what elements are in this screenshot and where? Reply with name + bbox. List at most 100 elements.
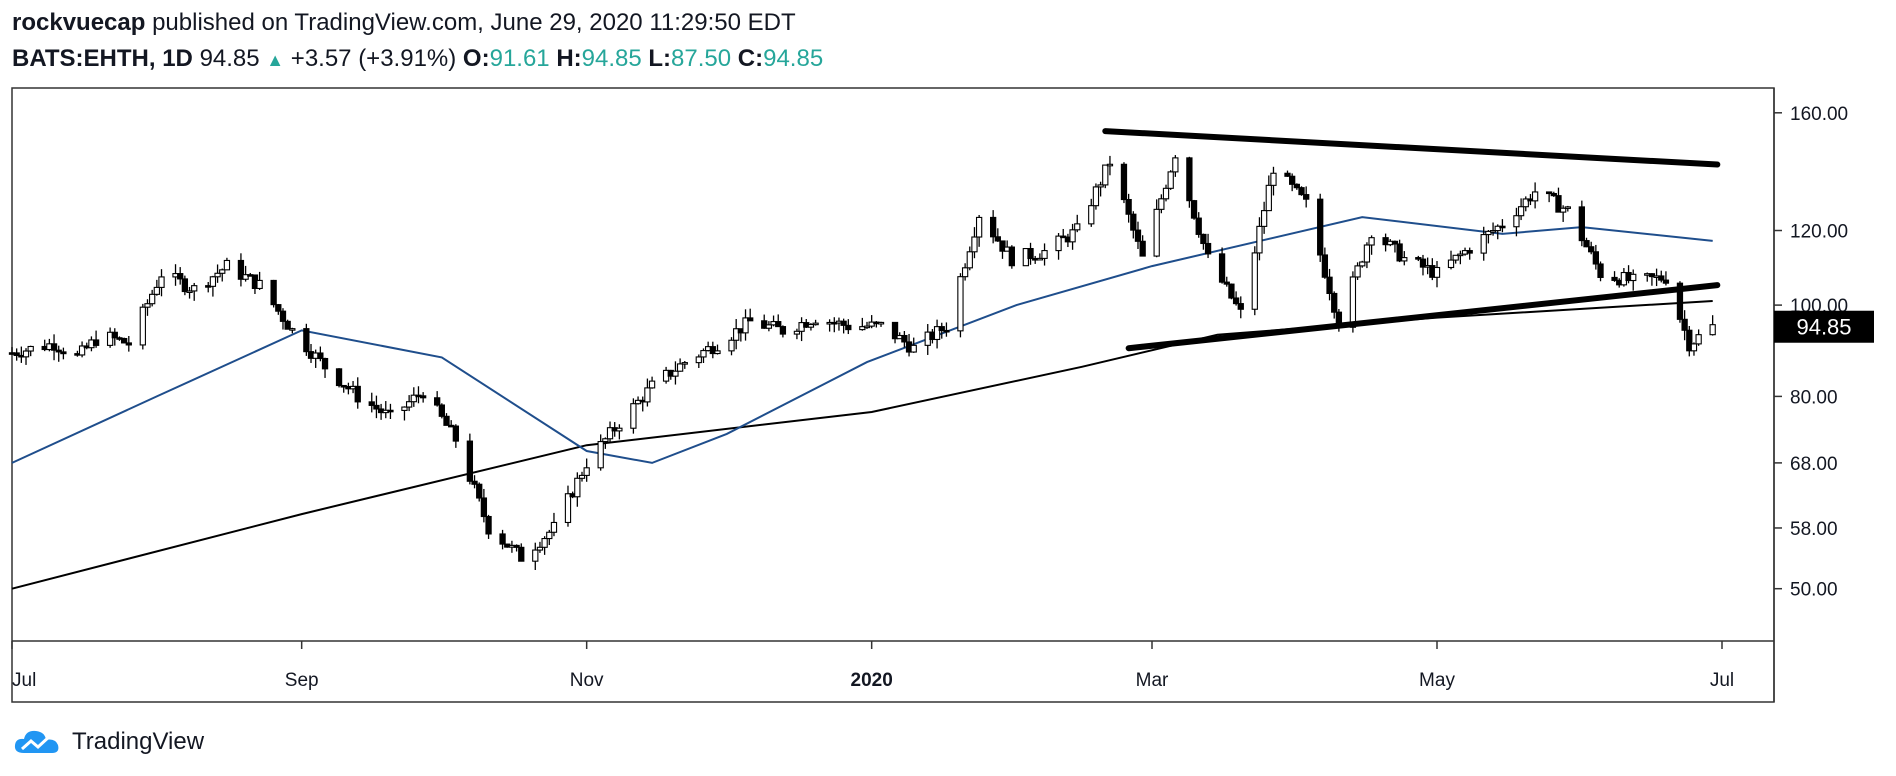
high-label: H: bbox=[556, 45, 582, 72]
candle-body bbox=[27, 345, 34, 352]
candle-body bbox=[644, 387, 651, 403]
candle-body bbox=[999, 240, 1006, 252]
candle-body bbox=[289, 328, 296, 331]
candle-body bbox=[1270, 172, 1277, 186]
candle-body bbox=[434, 397, 441, 406]
candle-body bbox=[574, 477, 581, 498]
candle-body bbox=[270, 279, 277, 306]
candle-body bbox=[877, 321, 885, 325]
candle-body bbox=[410, 394, 417, 403]
candle-body bbox=[55, 349, 62, 353]
chart-attribution: rockvuecap published on TradingView.com,… bbox=[12, 8, 796, 38]
candle-body bbox=[541, 538, 548, 548]
candle-body bbox=[1102, 164, 1109, 186]
candle-body bbox=[943, 329, 950, 333]
candle-body bbox=[648, 380, 656, 389]
candle-body bbox=[536, 546, 544, 551]
candle-body bbox=[1583, 240, 1590, 248]
x-tick-label: Mar bbox=[1136, 670, 1169, 691]
candle-body bbox=[709, 346, 716, 355]
footer-brand[interactable]: TradingView bbox=[72, 728, 205, 755]
candle-body bbox=[700, 350, 707, 358]
candle-body bbox=[452, 425, 460, 442]
candle-body bbox=[242, 274, 249, 280]
candle-body bbox=[1415, 257, 1422, 260]
candle-body bbox=[901, 334, 908, 343]
candle-body bbox=[1260, 210, 1268, 227]
candle-body bbox=[1513, 215, 1520, 228]
candle-body bbox=[1251, 252, 1258, 310]
ma50-line bbox=[11, 216, 1713, 464]
x-axis: Jul Sep Nov 2020 Mar May Jul bbox=[11, 641, 1734, 691]
close-label: C: bbox=[737, 45, 764, 72]
candle-body bbox=[1695, 334, 1702, 345]
candle-body bbox=[1223, 281, 1230, 285]
ma200-series bbox=[11, 300, 1713, 590]
candle-body bbox=[597, 441, 604, 469]
candle-body bbox=[863, 325, 871, 329]
ma200-line bbox=[11, 300, 1713, 590]
triangle-up-icon: ▲ bbox=[266, 50, 285, 70]
trendlines bbox=[1102, 128, 1721, 352]
candle-body bbox=[1326, 276, 1333, 295]
candle-body bbox=[1545, 191, 1553, 195]
candle-body bbox=[564, 493, 572, 524]
candle-body bbox=[840, 320, 847, 326]
candle-body bbox=[1419, 258, 1427, 268]
candle-body bbox=[546, 531, 553, 540]
candle-body bbox=[1069, 229, 1076, 243]
candle-body bbox=[111, 331, 118, 339]
candle-body bbox=[50, 343, 58, 351]
footer: TradingView bbox=[12, 724, 204, 760]
candle-body bbox=[933, 326, 941, 341]
candle-body bbox=[1676, 282, 1684, 320]
x-tick-label: Jul bbox=[12, 670, 36, 691]
candle-body bbox=[1088, 205, 1095, 225]
candle-body bbox=[1284, 172, 1291, 177]
author-name[interactable]: rockvuecap bbox=[12, 9, 146, 36]
candle-body bbox=[1074, 223, 1081, 231]
candle-body bbox=[602, 438, 609, 443]
candle-body bbox=[284, 320, 291, 330]
candle-body bbox=[106, 331, 114, 346]
last-price-label: 94.85 bbox=[1796, 315, 1851, 340]
price-change: +3.57 (+3.91%) bbox=[290, 45, 457, 72]
candle-body bbox=[1648, 273, 1656, 278]
candle-body bbox=[1125, 198, 1132, 215]
candle-body bbox=[1349, 276, 1357, 328]
open-label: O: bbox=[462, 45, 490, 72]
candle-body bbox=[975, 216, 983, 238]
low-value: 87.50 bbox=[671, 45, 732, 72]
candle-body bbox=[1368, 237, 1375, 246]
candle-body bbox=[401, 406, 408, 411]
candle-body bbox=[793, 330, 801, 335]
candle-body bbox=[994, 236, 1001, 242]
candle-body bbox=[186, 290, 193, 293]
candle-body bbox=[1172, 157, 1179, 173]
candle-body bbox=[1293, 183, 1300, 189]
candle-body bbox=[1401, 257, 1408, 262]
tradingview-cloud-logo-icon bbox=[14, 730, 59, 753]
candle-body bbox=[957, 276, 964, 332]
candle-body bbox=[1686, 329, 1693, 352]
candle-body bbox=[1106, 163, 1114, 167]
candle-body bbox=[1457, 253, 1464, 257]
candle-body bbox=[181, 278, 189, 293]
candle-body bbox=[1494, 225, 1501, 232]
candle-body bbox=[219, 269, 226, 274]
candle-body bbox=[1265, 184, 1272, 212]
candle-body bbox=[1499, 225, 1506, 229]
candle-body bbox=[938, 326, 945, 332]
candle-body bbox=[747, 317, 754, 322]
candle-body bbox=[1550, 192, 1557, 197]
candle-body bbox=[1200, 233, 1207, 245]
candle-body bbox=[616, 427, 623, 432]
candle-body bbox=[1195, 217, 1202, 235]
candle-body bbox=[1218, 253, 1226, 283]
candle-body bbox=[1578, 206, 1585, 242]
candle-body bbox=[1354, 265, 1361, 278]
candle-body bbox=[1036, 257, 1044, 261]
candle-body bbox=[583, 467, 590, 476]
